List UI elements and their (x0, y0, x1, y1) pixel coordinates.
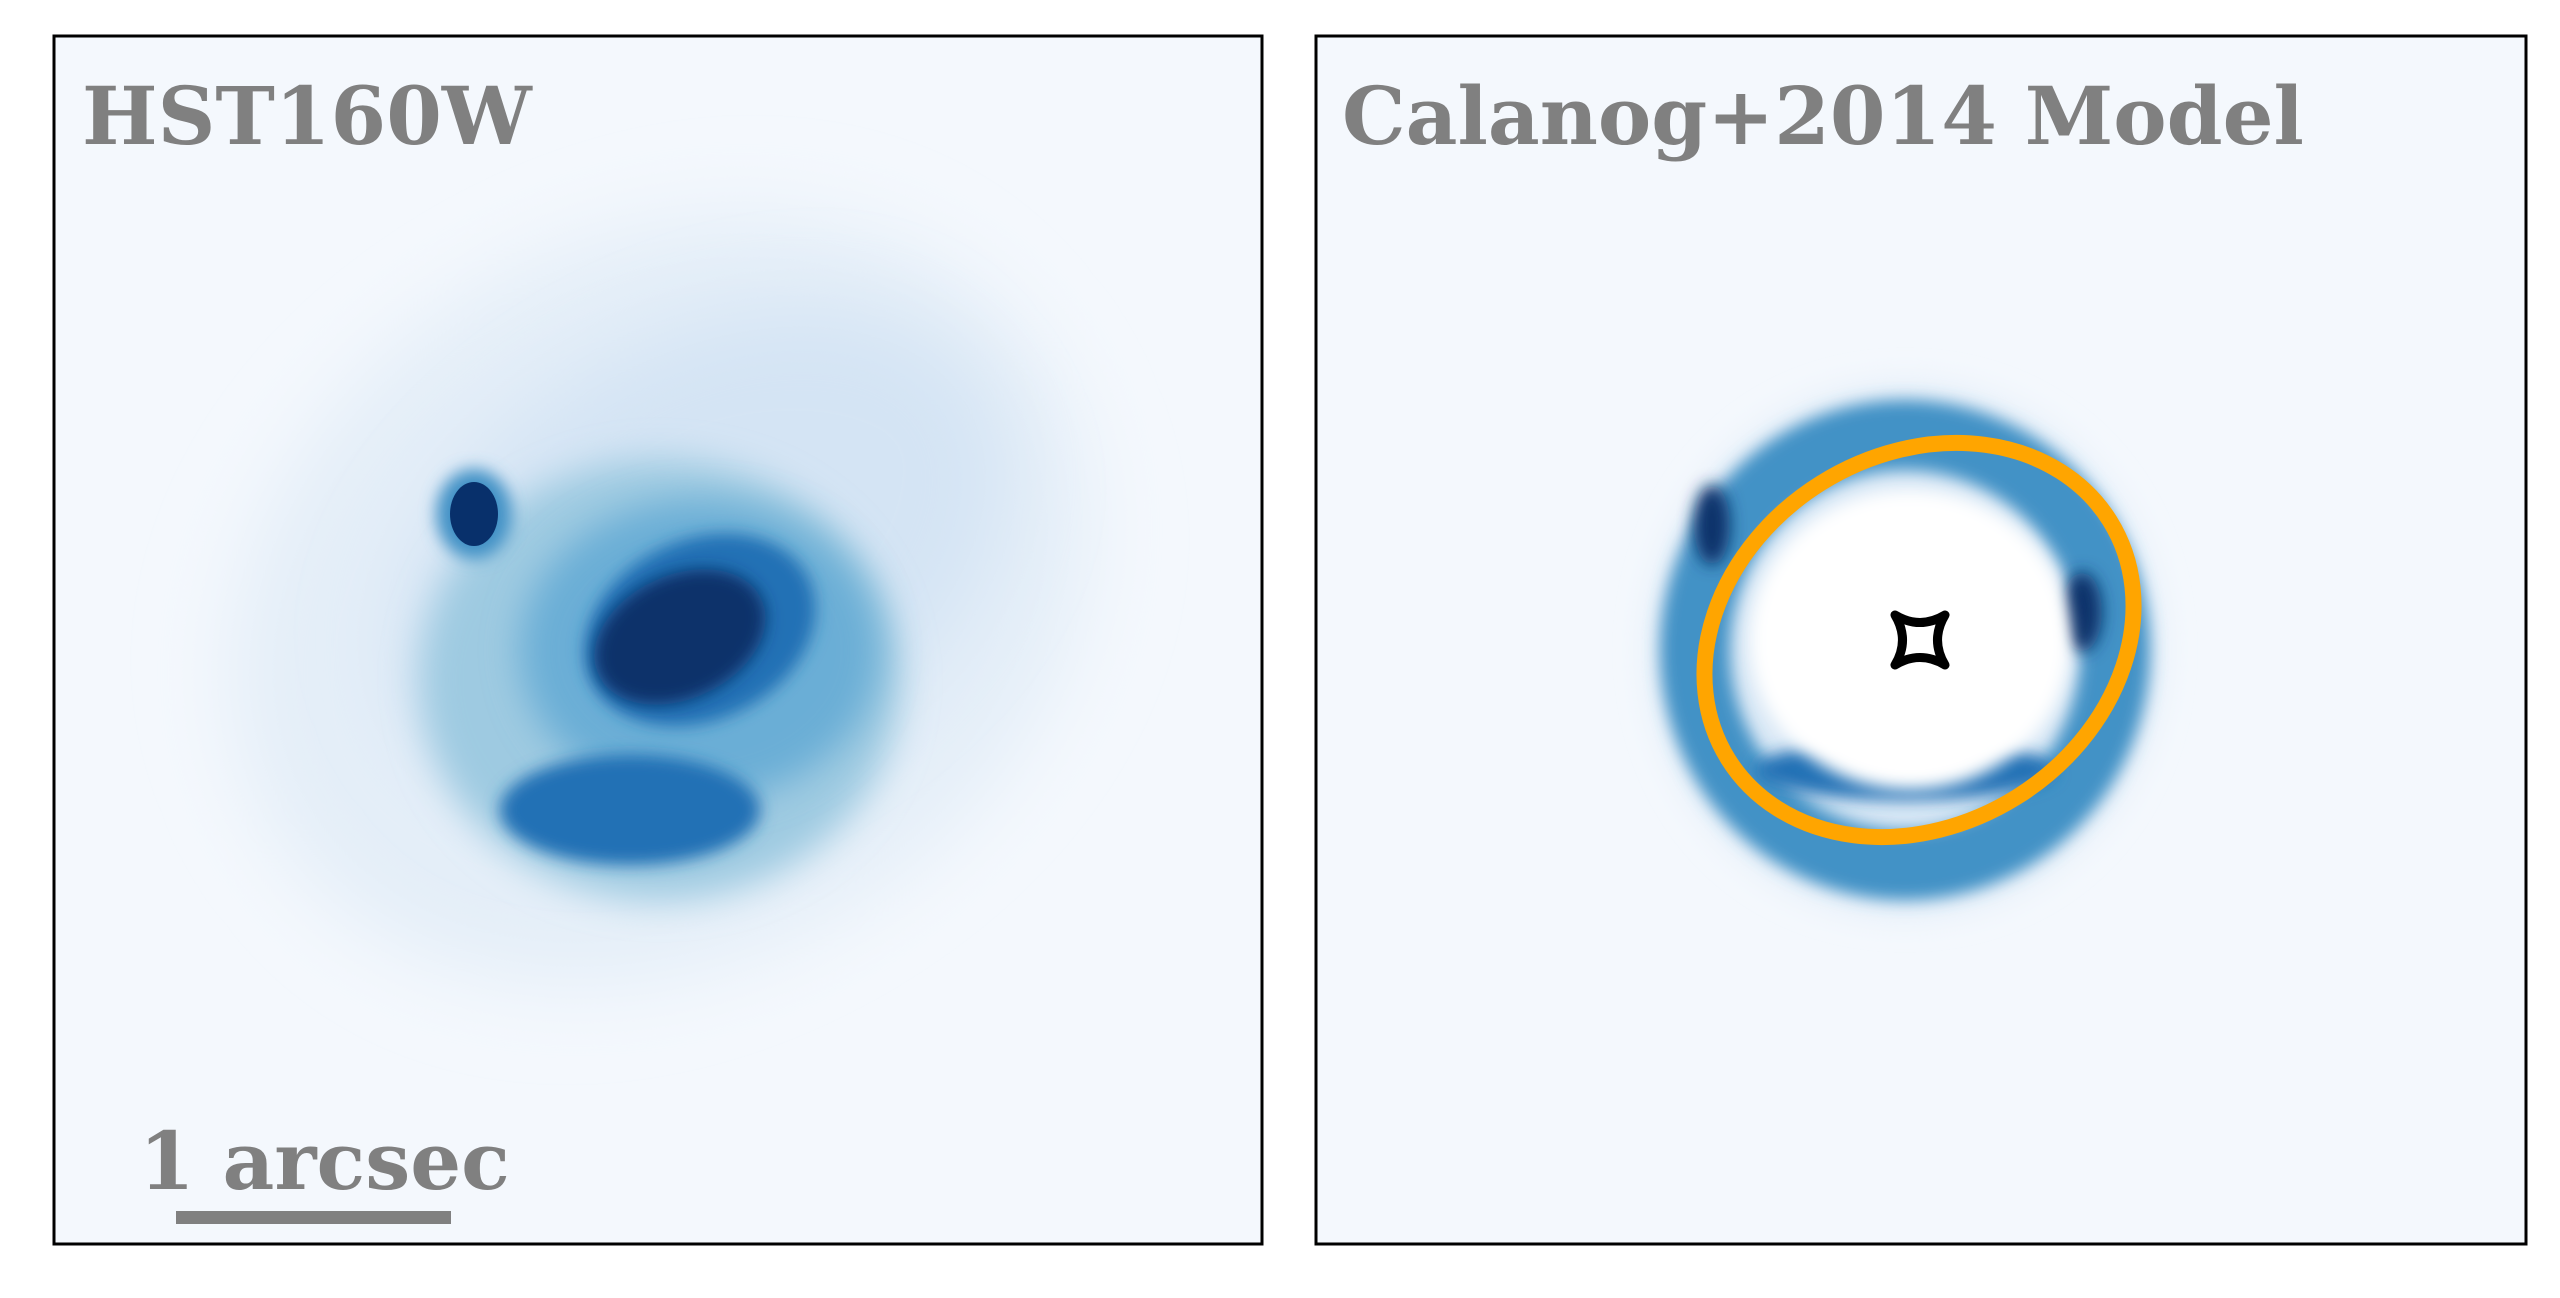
panel-title: HST160W (82, 69, 533, 163)
caustic (1890, 610, 1950, 670)
critical-curve (1696, 434, 2142, 846)
panel-hst: HST160W 1 arcsec (52, 34, 1264, 1246)
panel-model: Calanog+2014 Model (1314, 34, 2528, 1246)
model-image (1655, 390, 2155, 910)
panel-frame (1314, 34, 2528, 1246)
scalebar-label: 1 arcsec (139, 1114, 510, 1208)
panel-frame (52, 34, 1264, 1246)
scalebar (176, 1211, 451, 1224)
panel-title: Calanog+2014 Model (1342, 69, 2304, 163)
galaxy-image (230, 215, 1090, 985)
